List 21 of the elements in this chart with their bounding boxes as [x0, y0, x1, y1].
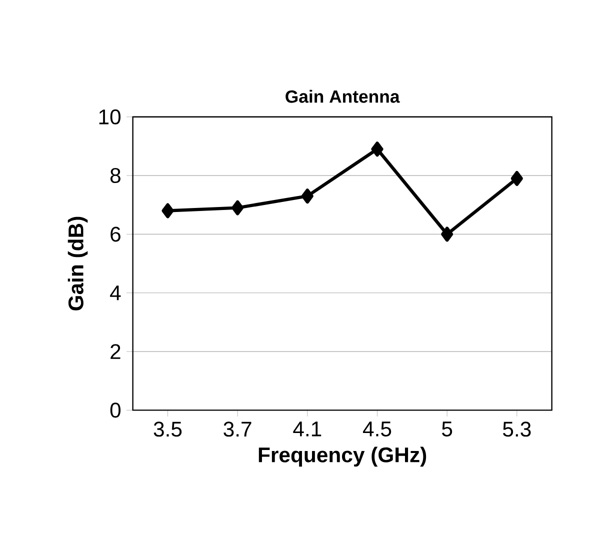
y-tick-label: 10 — [99, 109, 121, 124]
x-tick-label: 3.7 — [224, 422, 252, 437]
y-tick-label: 4 — [110, 285, 121, 300]
chart-title: Gain Antenna — [286, 90, 400, 103]
x-tick-label: 4.1 — [293, 421, 322, 436]
y-tick-label: 8 — [110, 168, 120, 183]
y-axis-title: Gain (dB) — [68, 216, 88, 310]
y-tick-label: 6 — [110, 226, 120, 242]
point — [162, 203, 174, 218]
point — [301, 188, 314, 204]
point — [232, 200, 244, 216]
x-axis-title: Frequency (GHz) — [258, 446, 426, 466]
point — [371, 141, 384, 156]
x-tick-label: 5 — [442, 421, 452, 436]
x-tick-label: 3.5 — [154, 422, 182, 437]
x-tick-label: 5.3 — [503, 422, 531, 437]
x-tick-label: 4.5 — [362, 421, 392, 436]
point — [510, 170, 523, 186]
point — [441, 226, 454, 242]
y-tick-label: 0 — [110, 402, 121, 418]
y-tick-label: 2 — [110, 344, 120, 359]
